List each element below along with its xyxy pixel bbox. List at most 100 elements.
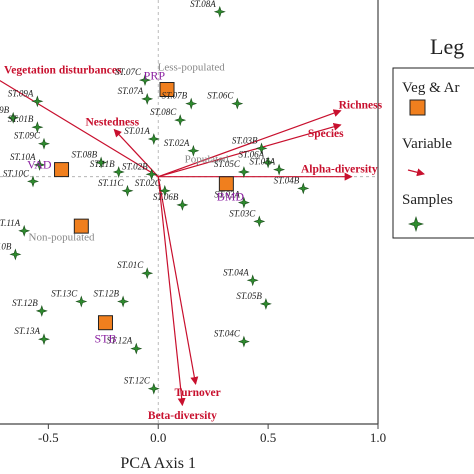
vector-arrows xyxy=(0,80,353,407)
sample-point xyxy=(259,297,272,310)
x-tick-label: 0.0 xyxy=(150,430,166,445)
sample-point xyxy=(130,342,143,355)
sample-label: ST.07A xyxy=(118,86,144,96)
vector-arrow xyxy=(157,176,199,385)
sample-point xyxy=(147,382,160,395)
sample-label: ST.11C xyxy=(98,178,124,188)
sample-point xyxy=(145,168,158,181)
vector-label: Vegetation disturbances xyxy=(4,64,122,76)
vector-arrow xyxy=(158,109,342,178)
centroid-label: STB xyxy=(94,332,116,346)
sample-label: ST.04B xyxy=(274,175,300,185)
sample-label: ST.03C xyxy=(229,208,256,218)
sample-point xyxy=(231,97,244,110)
sample-label: ST.08B xyxy=(71,150,97,160)
sample-point xyxy=(253,215,266,228)
vector-label: Beta-diversity xyxy=(148,410,217,422)
sample-point xyxy=(31,95,44,108)
sample-points xyxy=(7,5,310,395)
centroid-square xyxy=(97,315,113,331)
centroid-label: PRP xyxy=(144,69,166,83)
centroid-square xyxy=(159,82,175,98)
sample-label: ST.08C xyxy=(150,107,177,117)
vector-label: Alpha-diversity xyxy=(301,164,378,176)
centroid-squares xyxy=(54,82,234,331)
legend-star-swatch xyxy=(408,216,424,232)
sample-label: ST.06B xyxy=(153,192,179,202)
sample-point xyxy=(174,114,187,127)
sample-label: ST.11A xyxy=(0,218,21,228)
sample-point xyxy=(38,137,50,150)
vector-arrow xyxy=(157,176,186,407)
text-labels: Vegetation disturbances Nestedness Richnes… xyxy=(0,0,383,422)
sample-label: ST.07B xyxy=(162,91,188,101)
centroid-label: VAD xyxy=(27,158,52,172)
sample-point xyxy=(7,111,20,124)
zero-lines xyxy=(0,0,378,424)
sample-label: ST.06C xyxy=(207,91,234,101)
legend-heading: Samples xyxy=(402,192,453,208)
x-axis: -0.5 0.0 0.5 1.0 PCA Axis 1 xyxy=(38,424,386,472)
legend-arrow-swatch xyxy=(407,168,425,177)
legend-title: Leg xyxy=(430,34,464,59)
vector-label: Nestedness xyxy=(85,117,139,129)
plot-frame xyxy=(0,0,379,425)
x-tick-label: -0.5 xyxy=(38,430,59,445)
sample-label: ST.03B xyxy=(232,135,258,145)
sample-label: ST.02C xyxy=(135,178,162,188)
sample-point xyxy=(297,182,310,195)
sample-label: ST.02A xyxy=(164,138,190,148)
centroid-square xyxy=(218,176,234,192)
sample-label: ST.13A xyxy=(14,326,40,336)
sample-label: ST.01A xyxy=(124,126,150,136)
centroid-label: BMD xyxy=(217,190,245,204)
sample-point xyxy=(213,5,226,18)
sample-label: ST.12A xyxy=(107,336,133,346)
sample-label: ST.12B xyxy=(12,298,38,308)
legend-square-swatch xyxy=(409,99,426,116)
sample-point xyxy=(246,274,259,287)
legend-heading: Veg & Ar xyxy=(402,80,460,96)
sample-label: ST.10C xyxy=(3,168,30,178)
sample-point xyxy=(35,304,48,317)
sample-label: ST.12C xyxy=(124,376,151,386)
sample-label: ST.09B xyxy=(0,105,10,115)
sample-point xyxy=(158,184,171,197)
sample-label: ST.01B xyxy=(8,114,34,124)
sample-label: ST.05B xyxy=(236,291,262,301)
x-axis-title: PCA Axis 1 xyxy=(120,455,196,472)
sample-label: ST.09C xyxy=(14,131,41,141)
sample-label: ST.04A xyxy=(223,267,249,277)
sample-point xyxy=(141,267,154,280)
sample-label: ST.10B xyxy=(0,241,12,251)
sample-point xyxy=(139,74,151,87)
vector-label: Turnover xyxy=(174,387,220,399)
sample-label: ST.04C xyxy=(214,329,241,339)
sample-point xyxy=(75,295,88,308)
sample-point xyxy=(147,133,160,145)
vector-label: Species xyxy=(308,128,344,140)
sample-point xyxy=(117,295,130,308)
sample-point xyxy=(187,144,200,157)
sample-point xyxy=(255,142,268,155)
sample-point xyxy=(27,175,39,188)
sample-point xyxy=(141,92,154,105)
vector-arrow xyxy=(113,128,159,178)
sample-point xyxy=(9,248,22,261)
sample-label: ST.05C xyxy=(214,159,241,169)
sample-point xyxy=(121,184,134,197)
sample-point xyxy=(237,196,250,209)
sample-point xyxy=(185,97,198,110)
sample-point xyxy=(95,156,108,169)
sample-label: ST.02B xyxy=(122,161,148,171)
group-label: Non-populated xyxy=(29,231,95,243)
sample-point xyxy=(262,156,275,169)
vector-label: Richness xyxy=(339,100,383,112)
sample-label: ST.06A xyxy=(239,150,265,160)
sample-point xyxy=(33,158,46,171)
sample-label: ST.12B xyxy=(93,289,119,299)
x-tick-label: 0.5 xyxy=(260,430,276,445)
vector-arrow xyxy=(0,80,159,178)
group-label: Less-populated xyxy=(158,62,226,74)
